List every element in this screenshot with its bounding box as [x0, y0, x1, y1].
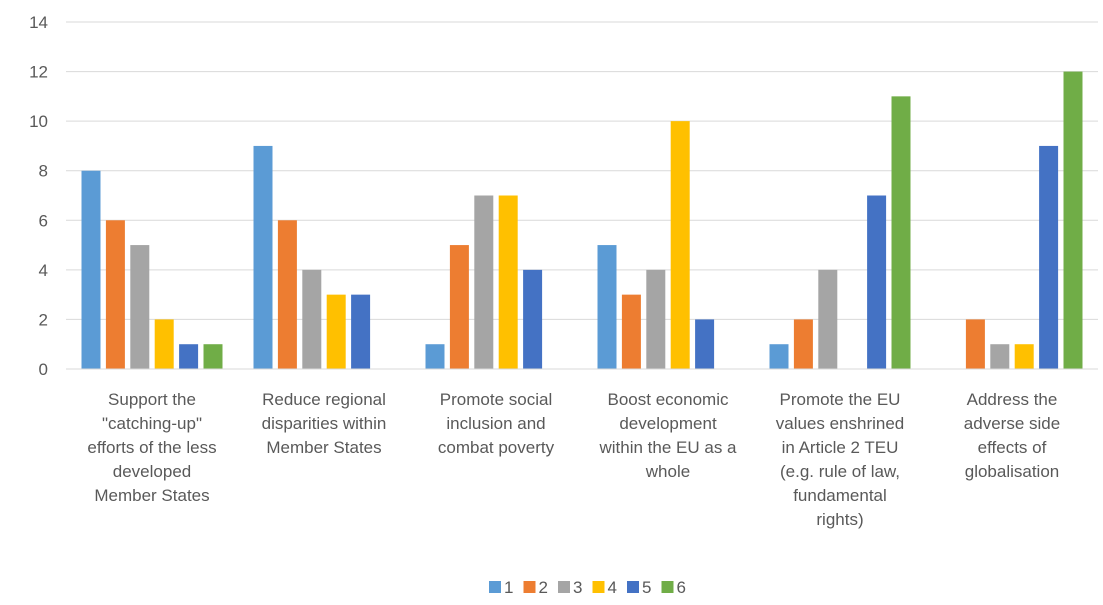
- legend-label: 4: [608, 578, 617, 597]
- category-label-line: Promote the EU: [780, 390, 901, 409]
- category-label-line: development: [619, 414, 717, 433]
- legend: 1 2 3 4 5 6: [489, 578, 686, 597]
- legend-label: 3: [573, 578, 582, 597]
- category-label-line: Member States: [94, 486, 209, 505]
- bar-3-category-1: [130, 245, 150, 369]
- y-tick-label: 4: [39, 261, 48, 280]
- category-label-line: developed: [113, 462, 191, 481]
- bars: [81, 71, 1083, 370]
- bar-3-category-2: [302, 269, 322, 369]
- category-label-line: whole: [645, 462, 690, 481]
- y-axis-tick-labels: 0 2 4 6 8 10 12 14: [29, 13, 48, 379]
- category-label-line: globalisation: [965, 462, 1060, 481]
- bar-2-category-4: [621, 294, 641, 369]
- bar-6-category-5: [891, 96, 911, 369]
- bar-5-category-4: [695, 319, 715, 369]
- bar-2-category-1: [105, 220, 125, 369]
- category-label-line: (e.g. rule of law,: [780, 462, 900, 481]
- category-label-line: Promote social: [440, 390, 552, 409]
- bar-3-category-6: [990, 344, 1010, 369]
- legend-swatch-4: [592, 581, 605, 593]
- bar-1-category-3: [425, 344, 445, 369]
- legend-swatch-1: [489, 581, 501, 593]
- legend-swatch-2: [523, 581, 536, 593]
- bar-2-category-6: [965, 319, 985, 369]
- bar-2-category-3: [449, 245, 469, 369]
- legend-label: 5: [642, 578, 651, 597]
- category-label-line: within the EU as a: [598, 438, 737, 457]
- category-label-line: in Article 2 TEU: [782, 438, 899, 457]
- bar-4-category-1: [154, 319, 174, 369]
- bar-1-category-5: [769, 344, 789, 369]
- y-tick-label: 2: [39, 310, 48, 329]
- category-label-line: disparities within: [262, 414, 387, 433]
- category-label-line: Support the: [108, 390, 196, 409]
- legend-swatch-6: [661, 581, 674, 593]
- bar-5-category-5: [867, 195, 887, 369]
- bar-4-category-6: [1014, 344, 1034, 369]
- bar-3-category-5: [818, 269, 838, 369]
- category-label-line: combat poverty: [438, 438, 555, 457]
- y-tick-label: 0: [39, 360, 48, 379]
- bar-5-category-3: [523, 269, 543, 369]
- category-label: Address the adverse side effects of globali…: [964, 390, 1060, 481]
- y-tick-label: 10: [29, 112, 48, 131]
- category-label-line: Reduce regional: [262, 390, 386, 409]
- category-label-line: Boost economic: [608, 390, 729, 409]
- category-label-line: "catching-up": [102, 414, 202, 433]
- category-label-line: fundamental: [793, 486, 887, 505]
- gridlines: [66, 21, 1098, 320]
- legend-label: 2: [539, 578, 548, 597]
- bar-3-category-4: [646, 269, 666, 369]
- category-label-line: Address the: [967, 390, 1058, 409]
- bar-1-category-1: [81, 170, 101, 369]
- bar-1-category-4: [597, 245, 617, 369]
- legend-swatch-5: [627, 581, 639, 593]
- bar-2-category-5: [793, 319, 813, 369]
- bar-6-category-6: [1063, 71, 1083, 370]
- bar-1-category-2: [253, 145, 273, 369]
- category-label-line: effects of: [978, 438, 1047, 457]
- bar-6-category-1: [203, 344, 223, 369]
- bar-3-category-3: [474, 195, 494, 369]
- legend-label: 6: [677, 578, 686, 597]
- bar-4-category-2: [326, 294, 346, 369]
- category-label-line: Member States: [266, 438, 381, 457]
- bar-5-category-2: [351, 294, 371, 369]
- bar-4-category-4: [670, 121, 690, 370]
- category-label: Reduce regional disparities within Member …: [262, 390, 387, 457]
- category-label: Promote social inclusion and combat povert…: [438, 390, 555, 457]
- y-tick-label: 14: [29, 13, 48, 32]
- category-label-line: adverse side: [964, 414, 1060, 433]
- category-labels: Support the "catching-up" efforts of the l…: [87, 390, 1060, 529]
- bar-4-category-3: [498, 195, 518, 369]
- category-label: Boost economic development within the EU a…: [598, 390, 737, 481]
- category-label-line: inclusion and: [446, 414, 545, 433]
- category-label-line: efforts of the less: [87, 438, 216, 457]
- bar-2-category-2: [277, 220, 297, 369]
- category-label-line: values enshrined: [776, 414, 905, 433]
- legend-swatch-3: [558, 581, 570, 593]
- category-label: Promote the EU values enshrined in Article…: [776, 390, 905, 529]
- category-label: Support the "catching-up" efforts of the l…: [87, 390, 216, 505]
- y-tick-label: 6: [39, 211, 48, 230]
- bar-5-category-1: [179, 344, 199, 369]
- y-tick-label: 12: [29, 63, 48, 82]
- y-tick-label: 8: [39, 162, 48, 181]
- category-label-line: rights): [816, 510, 863, 529]
- bar-5-category-6: [1039, 145, 1059, 369]
- legend-label: 1: [504, 578, 513, 597]
